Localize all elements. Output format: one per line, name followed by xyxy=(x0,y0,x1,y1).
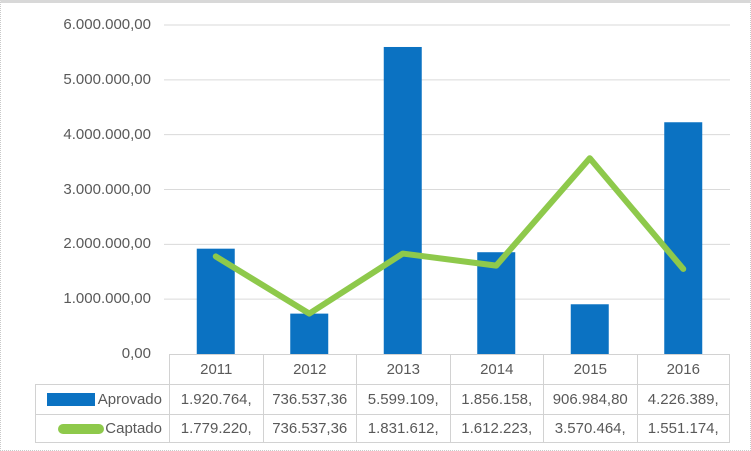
line-captado[interactable] xyxy=(212,155,687,317)
legend-label: Captado xyxy=(105,420,162,437)
year-header-2013: 2013 xyxy=(356,354,450,384)
legend-item-aprovado: Aprovado xyxy=(35,384,169,414)
bar-aprovado-2016[interactable] xyxy=(664,122,703,354)
bar-aprovado-2012[interactable] xyxy=(290,313,329,354)
year-header-2016: 2016 xyxy=(636,354,730,384)
table-cell-captado-2011: 1.779.220, xyxy=(169,414,263,443)
table-cell-aprovado-2011: 1.920.764, xyxy=(169,384,263,414)
legend-key-line-icon xyxy=(58,423,105,434)
year-header-2012: 2012 xyxy=(262,354,356,384)
table-cell-aprovado-2015: 906.984,80 xyxy=(543,384,637,414)
table-cell-captado-2016: 1.551.174, xyxy=(636,414,730,443)
table-cell-aprovado-2013: 5.599.109, xyxy=(356,384,450,414)
y-axis: 6.000.000,00 5.000.000,00 4.000.000,00 3.00… xyxy=(1,3,151,450)
year-header-2011: 2011 xyxy=(169,354,263,384)
legend-item-captado: Captado xyxy=(35,414,169,443)
bar-aprovado-2015[interactable] xyxy=(570,304,609,354)
y-axis-tick-label: 4.000.000,00 xyxy=(63,125,151,143)
legend-label: Aprovado xyxy=(97,391,162,408)
y-axis-tick-label: 6.000.000,00 xyxy=(63,16,151,33)
y-axis-tick-label: 1.000.000,00 xyxy=(63,290,151,308)
table-cell-aprovado-2012: 736.537,36 xyxy=(262,384,356,414)
table-cell-captado-2014: 1.612.223, xyxy=(449,414,543,443)
table-cell-aprovado-2016: 4.226.389, xyxy=(636,384,730,414)
plot-area xyxy=(164,24,730,355)
table-cell-captado-2015: 3.570.464, xyxy=(543,414,637,443)
bar-aprovado-2014[interactable] xyxy=(477,252,516,354)
y-axis-tick-label: 3.000.000,00 xyxy=(63,180,151,198)
year-header-2015: 2015 xyxy=(543,354,637,384)
bar-aprovado-2013[interactable] xyxy=(383,46,422,355)
legend-key-bar-icon xyxy=(46,393,95,406)
table-corner-spacer xyxy=(35,354,169,384)
data-table: 2011 2012 2013 2014 2015 2016 Aprovado 1.920.76… xyxy=(35,354,730,443)
table-cell-captado-2012: 736.537,36 xyxy=(262,414,356,443)
year-header-2014: 2014 xyxy=(449,354,543,384)
y-axis-tick-label: 5.000.000,00 xyxy=(63,70,151,88)
table-cell-aprovado-2014: 1.856.158, xyxy=(449,384,543,414)
y-axis-tick-label: 2.000.000,00 xyxy=(63,235,151,253)
y-axis-tick-label: 0,00 xyxy=(121,345,151,362)
table-cell-captado-2013: 1.831.612, xyxy=(356,414,450,443)
